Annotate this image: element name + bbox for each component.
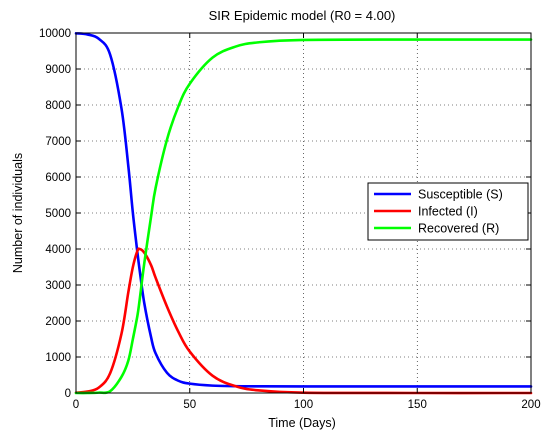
x-tick-label: 100: [294, 399, 313, 411]
series-line-susceptible: [74, 32, 533, 388]
legend-entry-label: Susceptible (S): [418, 188, 503, 202]
series-line-recovered: [74, 38, 533, 395]
chart-title: SIR Epidemic model (R0 = 4.00): [209, 8, 396, 23]
legend: Susceptible (S) Infected (I) Recovered (R): [367, 182, 529, 241]
y-tick-label: 0: [65, 388, 71, 400]
x-tick-label: 150: [408, 399, 427, 411]
y-tick-label: 2000: [45, 316, 71, 328]
x-axis-label: Time (Days): [268, 416, 336, 430]
x-tick-label: 0: [73, 399, 79, 411]
series-layer: [74, 32, 533, 395]
x-tick-label: 50: [183, 399, 196, 411]
legend-entry-label: Recovered (R): [418, 222, 499, 236]
legend-entry-label: Infected (I): [418, 205, 478, 219]
y-tick-label: 4000: [45, 244, 71, 256]
series-line-infected: [74, 247, 533, 395]
y-tick-label: 9000: [45, 64, 71, 76]
y-tick-label: 8000: [45, 100, 71, 112]
y-tick-label: 3000: [45, 280, 71, 292]
y-tick-label: 10000: [39, 28, 71, 40]
y-tick-label: 1000: [45, 352, 71, 364]
axis-ticks: 0 50 100 150 2000100020003000400050006000700…: [39, 28, 541, 411]
x-tick-label: 200: [521, 399, 540, 411]
y-tick-label: 5000: [45, 208, 71, 220]
y-axis-label: Number of individuals: [11, 153, 25, 273]
y-tick-label: 7000: [45, 136, 71, 148]
y-tick-label: 6000: [45, 172, 71, 184]
